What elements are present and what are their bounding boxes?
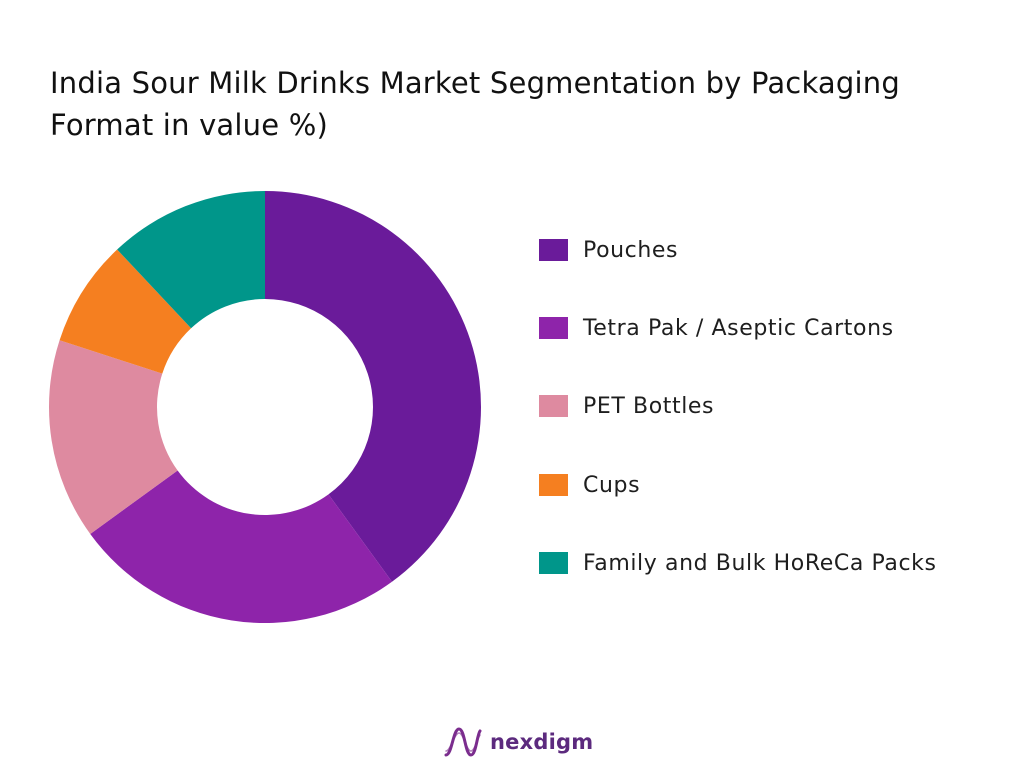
donut-slice-cups [59,249,192,374]
legend-swatch-cups [539,474,568,496]
legend-label-pouches: Pouches [583,237,679,263]
legend-item-pouches: Pouches [539,235,678,265]
legend-swatch-pouches [539,239,568,261]
donut-slices [48,191,482,623]
legend-item-tetra-pak: Tetra Pak / Aseptic Cartons [539,313,894,343]
donut-slice-pouches [265,191,482,582]
brand-name: nexdigm [490,730,594,754]
legend-label-cups: Cups [583,472,641,498]
legend-item-pet-bottles: PET Bottles [539,391,714,421]
legend-swatch-tetra-pak [539,317,568,339]
donut-slice-pet-bottles [48,340,178,534]
donut-slice-family-bulk-horeca [117,191,266,329]
legend-item-cups: Cups [539,470,640,500]
legend-item-family-bulk-horeca: Family and Bulk HoReCa Packs [539,548,937,578]
legend-label-pet-bottles: PET Bottles [583,393,715,419]
legend-swatch-pet-bottles [539,395,568,417]
nexdigm-wave-logo-icon [444,727,482,757]
chart-title: India Sour Milk Drinks Market Segmentati… [50,66,900,142]
brand-logo: nexdigm [444,722,593,762]
donut-slice-tetra-pak [90,470,392,623]
legend-label-family-bulk-horeca: Family and Bulk HoReCa Packs [583,550,937,576]
legend-swatch-family-bulk-horeca [539,552,568,574]
legend-label-tetra-pak: Tetra Pak / Aseptic Cartons [583,315,894,341]
